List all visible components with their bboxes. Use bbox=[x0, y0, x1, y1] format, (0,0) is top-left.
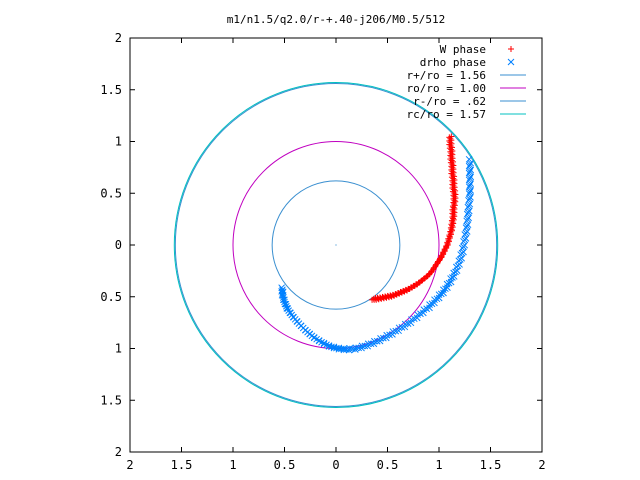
circle-series-2 bbox=[271, 180, 401, 310]
y-tick-label: 0 bbox=[115, 238, 122, 252]
drho-phase-point bbox=[463, 228, 471, 235]
drho-phase-point bbox=[467, 180, 475, 188]
y-tick-label: 1.5 bbox=[100, 83, 122, 97]
x-tick-label: 0.5 bbox=[274, 458, 296, 472]
drho-phase-point bbox=[465, 214, 472, 222]
drho-phase-point bbox=[377, 335, 384, 342]
drho-phase-point bbox=[467, 194, 474, 201]
x-tick-label: 2 bbox=[126, 458, 133, 472]
y-tick-label: 1 bbox=[115, 342, 122, 356]
y-tick-label: 0.5 bbox=[100, 290, 122, 304]
x-tick-label: 1 bbox=[229, 458, 236, 472]
drho-phase-point bbox=[467, 159, 475, 167]
drho-phase-point bbox=[361, 342, 369, 350]
drho-phase-point bbox=[460, 248, 467, 256]
drho-phase-point bbox=[467, 166, 475, 174]
circle-series-0 bbox=[174, 83, 498, 407]
drho-phase-point bbox=[364, 340, 372, 348]
legend-label: ro/ro = 1.00 bbox=[407, 82, 486, 95]
drho-phase-point bbox=[358, 344, 365, 352]
x-tick-label: 1 bbox=[435, 458, 442, 472]
legend-label: rc/ro = 1.57 bbox=[407, 108, 486, 121]
drho-phase-point bbox=[364, 342, 372, 350]
drho-phase-point bbox=[352, 344, 360, 352]
drho-phase-point bbox=[358, 342, 366, 350]
drho-phase-point bbox=[467, 187, 475, 194]
drho-phase-point bbox=[449, 274, 456, 281]
drho-phase-point bbox=[462, 234, 470, 242]
drho-phase-point bbox=[340, 346, 348, 354]
drho-phase-point bbox=[466, 200, 474, 208]
x-tick-label: 1.5 bbox=[171, 458, 193, 472]
drho-phase-point bbox=[437, 290, 445, 298]
legend-entry: r+/ro = 1.56 bbox=[407, 69, 526, 82]
drho-phase-point bbox=[445, 279, 453, 287]
legend-label: r+/ro = 1.56 bbox=[407, 69, 486, 82]
legend-label: W phase bbox=[440, 43, 486, 56]
drho-phase-point bbox=[461, 241, 469, 249]
x-tick-label: 1.5 bbox=[480, 458, 502, 472]
y-tick-label: 1.5 bbox=[100, 393, 122, 407]
legend-label: drho phase bbox=[420, 56, 486, 69]
legend-entry: r-/ro = .62 bbox=[413, 95, 526, 108]
drho-phase-point bbox=[284, 305, 292, 312]
x-tick-label: 2 bbox=[538, 458, 545, 472]
points-layer bbox=[278, 133, 475, 354]
y-tick-label: 0.5 bbox=[100, 186, 122, 200]
drho-phase-point bbox=[370, 337, 378, 345]
drho-phase-point bbox=[330, 344, 338, 352]
drho-phase-point bbox=[439, 286, 447, 294]
legend-entry: ro/ro = 1.00 bbox=[407, 82, 526, 95]
chart-title: m1/n1.5/q2.0/r-+.40-j206/M0.5/512 bbox=[227, 13, 446, 26]
circle-series-3 bbox=[173, 82, 499, 408]
drho-phase-point bbox=[443, 280, 451, 288]
legend-entry: rc/ro = 1.57 bbox=[407, 108, 526, 121]
drho-phase-point bbox=[355, 344, 363, 352]
drho-phase-point bbox=[465, 207, 473, 215]
legend-entry: drho phase bbox=[420, 56, 515, 69]
y-tick-label: 2 bbox=[115, 31, 122, 45]
drho-phase-point bbox=[370, 340, 378, 348]
x-tick-label: 0 bbox=[332, 458, 339, 472]
drho-phase-point bbox=[464, 221, 472, 229]
y-tick-label: 2 bbox=[115, 445, 122, 459]
origin-dot bbox=[335, 244, 337, 246]
y-tick-label: 1 bbox=[115, 135, 122, 149]
drho-phase-point bbox=[467, 173, 475, 181]
w-phase-point bbox=[446, 134, 453, 141]
ticks-layer: 2 1.5 1 0.5 0 0.5 1 1.5 221.510.500.511.52 bbox=[100, 31, 545, 472]
drho-phase-point bbox=[367, 340, 375, 348]
drho-phase-point bbox=[465, 155, 473, 163]
legend-label: r-/ro = .62 bbox=[413, 95, 486, 108]
drho-phase-point bbox=[442, 285, 449, 293]
legend-entry: W phase bbox=[440, 43, 514, 56]
drho-phase-point bbox=[447, 275, 454, 282]
drho-phase-point bbox=[351, 346, 359, 353]
x-tick-label: 0.5 bbox=[377, 458, 399, 472]
circles-layer bbox=[173, 82, 499, 408]
drho-phase-point bbox=[450, 269, 458, 277]
